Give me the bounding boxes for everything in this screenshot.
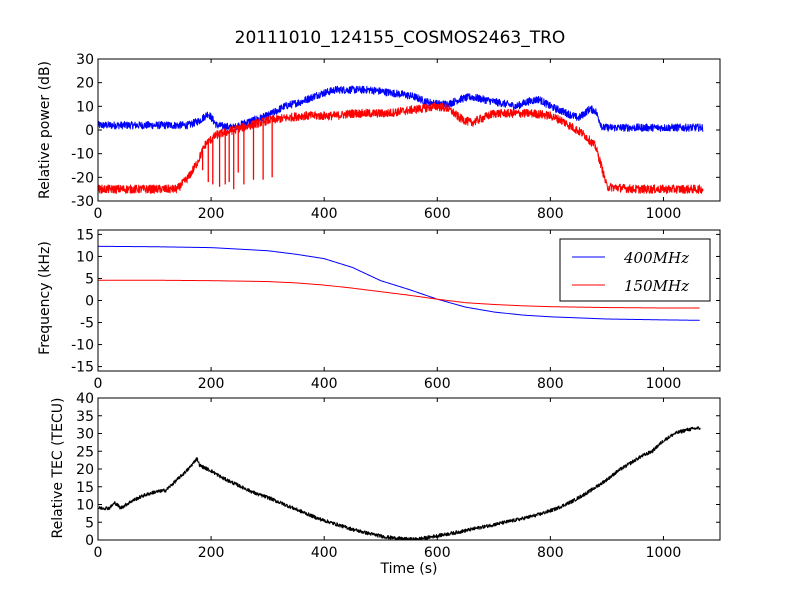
y-tick-label: 15 (76, 480, 94, 496)
y-tick-label: 5 (85, 515, 94, 531)
panel1-axes-frame (97, 58, 721, 202)
x-tick-label: 1000 (646, 206, 682, 222)
x-tick-label: 800 (537, 376, 564, 392)
y-tick-label: -10 (71, 147, 94, 163)
legend-box (559, 238, 711, 302)
y-tick-label: 5 (85, 271, 94, 287)
y-tick-label: -5 (80, 316, 94, 332)
x-tick-label: 0 (94, 545, 103, 561)
legend-label: 150MHz (624, 277, 689, 295)
x-tick-label: 0 (94, 206, 103, 222)
y-tick-label: 0 (85, 533, 94, 549)
y-tick-label: 25 (76, 444, 94, 460)
y-tick-label: 30 (76, 427, 94, 443)
y-tick-label: -30 (71, 194, 94, 210)
y-tick-label: 10 (76, 99, 94, 115)
y-tick-label: 0 (85, 294, 94, 310)
panel2-plot-area (98, 245, 700, 321)
y-tick-label: -20 (71, 170, 94, 186)
panel1-series-1-line (98, 85, 704, 132)
x-tick-label: 400 (311, 376, 338, 392)
x-tick-label: 0 (94, 376, 103, 392)
panel3-series-1-line (98, 426, 701, 540)
x-tick-label: 200 (198, 376, 225, 392)
y-tick-label: 20 (76, 462, 94, 478)
y-tick-label: 20 (76, 76, 94, 92)
y-tick-label: 10 (76, 249, 94, 265)
x-axis-label: Time (s) (380, 561, 438, 577)
panel3-axes-frame (97, 397, 721, 541)
y-tick-label: -15 (71, 360, 94, 376)
panel1-series-2-line (98, 102, 704, 194)
x-tick-label: 600 (424, 545, 451, 561)
panel2-series-2-line (98, 279, 700, 309)
y-tick-label: 30 (76, 52, 94, 68)
panel1-plot-area (98, 85, 704, 194)
x-tick-label: 1000 (646, 376, 682, 392)
legend-label: 400MHz (623, 249, 689, 267)
x-tick-label: 400 (311, 545, 338, 561)
panel3-plot-area (98, 426, 701, 540)
x-tick-label: 1000 (646, 545, 682, 561)
y-tick-label: 0 (85, 123, 94, 139)
x-tick-label: 400 (311, 206, 338, 222)
x-tick-label: 600 (424, 376, 451, 392)
y-tick-label: 15 (76, 227, 94, 243)
legend: 400MHz 150MHz (559, 238, 711, 302)
x-tick-label: 200 (198, 545, 225, 561)
x-tick-label: 600 (424, 206, 451, 222)
y-tick-label: 10 (76, 498, 94, 514)
chart-title: 20111010_124155_COSMOS2463_TRO (234, 28, 566, 48)
y-tick-label: -10 (71, 338, 94, 354)
x-tick-label: 200 (198, 206, 225, 222)
panel2-series-1-line (98, 245, 700, 321)
y-tick-label: 40 (76, 391, 94, 407)
x-tick-label: 800 (537, 545, 564, 561)
y-tick-label: 35 (76, 409, 94, 425)
x-tick-label: 800 (537, 206, 564, 222)
